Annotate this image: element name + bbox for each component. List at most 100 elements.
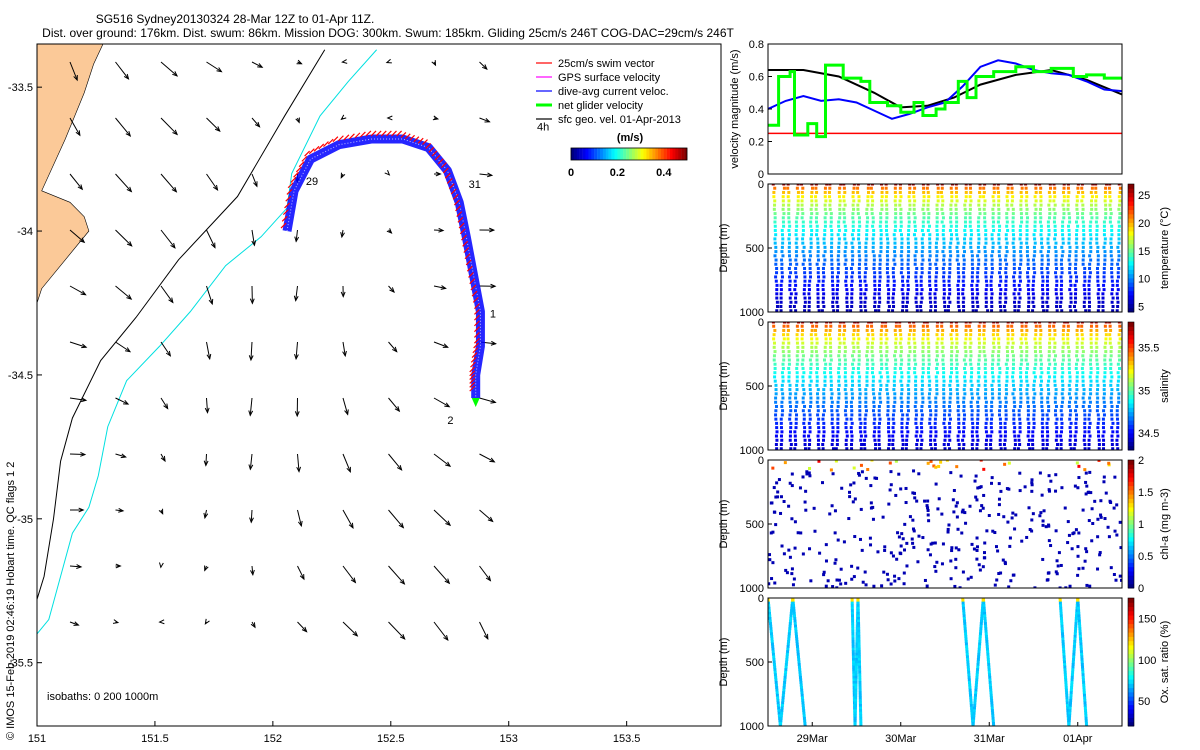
chl-sample	[798, 486, 802, 490]
oxygen-sample	[792, 609, 796, 613]
profile-sample	[914, 379, 918, 383]
profile-sample	[859, 421, 863, 425]
profile-sample	[941, 266, 945, 270]
profile-sample	[886, 396, 890, 400]
oxygen-sample	[780, 706, 784, 710]
profile-sample	[1118, 190, 1122, 194]
profile-sample	[1032, 417, 1036, 421]
profile-sample	[786, 195, 790, 199]
profile-sample	[982, 207, 986, 211]
profile-sample	[794, 233, 798, 237]
profile-sample	[1059, 275, 1063, 279]
profile-sample	[970, 417, 974, 421]
oxygen-sample	[777, 706, 781, 710]
profile-sample	[816, 258, 820, 262]
chl-sample	[1020, 539, 1024, 543]
profile-sample	[999, 309, 1003, 312]
chl-sample	[923, 578, 927, 582]
profile-sample	[836, 388, 840, 392]
arrow-head	[444, 578, 451, 585]
profile-sample	[871, 199, 875, 203]
profile-sample	[879, 233, 883, 237]
profile-sample	[1103, 375, 1107, 379]
profile-sample	[1003, 292, 1007, 296]
profile-sample	[1039, 186, 1043, 190]
profile-sample	[1039, 195, 1043, 199]
swim-vector	[465, 259, 472, 266]
oxygen-sample	[793, 614, 797, 618]
profile-sample	[857, 216, 861, 220]
chl-sample	[957, 548, 961, 552]
profile-sample	[1026, 309, 1030, 312]
profile-sample	[887, 430, 891, 434]
profile-sample	[795, 262, 799, 266]
profile-sample	[809, 254, 813, 258]
profile-sample	[1115, 409, 1119, 413]
profile-sample	[1088, 224, 1092, 228]
oxygen-sample	[988, 680, 992, 684]
profile-sample	[891, 438, 895, 442]
profile-sample	[864, 396, 868, 400]
profile-sample	[942, 237, 946, 241]
colorbar-swatch	[608, 148, 612, 160]
profile-sample	[1048, 186, 1052, 190]
chl-sample	[1030, 529, 1034, 533]
profile-sample	[1068, 375, 1072, 379]
profile-sample	[1031, 288, 1035, 292]
profile-sample	[1108, 220, 1112, 224]
profile-sample	[1081, 203, 1085, 207]
profile-sample	[940, 322, 944, 324]
profile-sample	[921, 258, 925, 262]
profile-sample	[774, 396, 778, 400]
oxygen-sample	[857, 637, 861, 641]
profile-sample	[1116, 362, 1120, 366]
profile-sample	[870, 212, 874, 216]
profile-sample	[1026, 362, 1030, 366]
profile-sample	[1116, 388, 1120, 392]
section-colorbar-swatch	[1128, 218, 1134, 223]
arrow-head	[208, 298, 214, 306]
profile-sample	[794, 417, 798, 421]
track-label-4: 2	[447, 415, 453, 427]
profile-sample	[998, 442, 1002, 446]
sfc-velocity-arrow	[115, 173, 132, 192]
oxygen-sample	[1065, 693, 1069, 697]
profile-sample	[1038, 350, 1042, 354]
track-label-2: 31	[469, 179, 481, 191]
profile-sample	[1082, 388, 1086, 392]
profile-sample	[787, 371, 791, 375]
arrow-head	[251, 240, 257, 247]
chl-sample	[790, 484, 794, 488]
profile-sample	[837, 392, 841, 396]
oxygen-sample	[852, 680, 856, 684]
profile-sample	[1074, 438, 1078, 442]
oxygen-sample	[977, 652, 981, 656]
profile-sample	[1068, 396, 1072, 400]
profile-sample	[1053, 333, 1057, 337]
chl-sample	[773, 581, 777, 585]
profile-sample	[977, 362, 981, 366]
chl-sample	[1028, 527, 1032, 531]
profile-sample	[1033, 212, 1037, 216]
chl-sample	[981, 565, 985, 569]
profile-sample	[892, 279, 896, 283]
profile-sample	[787, 199, 791, 203]
oxygen-sample	[1072, 655, 1076, 659]
profile-sample	[801, 220, 805, 224]
profile-sample	[1032, 413, 1036, 417]
profile-sample	[1101, 434, 1105, 438]
profile-sample	[935, 258, 939, 262]
profile-sample	[1054, 430, 1058, 434]
section-colorbar-swatch	[1128, 205, 1134, 211]
profile-sample	[940, 350, 944, 354]
oxygen-sample	[851, 637, 855, 641]
profile-sample	[906, 404, 910, 408]
profile-sample	[933, 442, 937, 446]
profile-sample	[975, 430, 979, 434]
profile-sample	[892, 421, 896, 425]
profile-sample	[1039, 358, 1043, 362]
profile-sample	[906, 233, 910, 237]
profile-sample	[915, 430, 919, 434]
oxygen-sample	[850, 606, 854, 610]
profile-sample	[1094, 184, 1098, 186]
